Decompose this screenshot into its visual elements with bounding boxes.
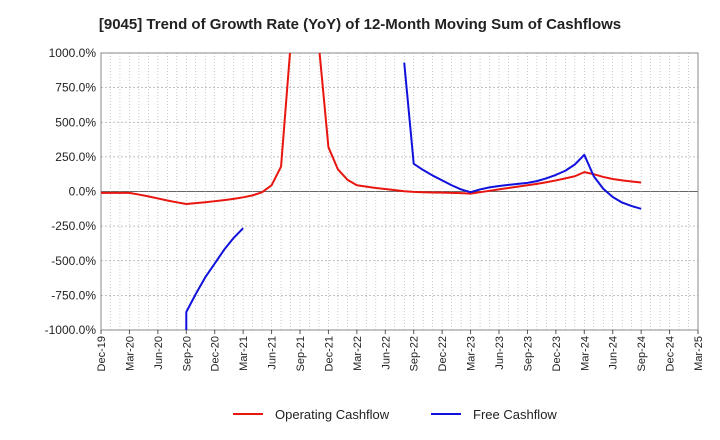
x-tick-label: Dec-19 [96,336,108,371]
plot-frame [100,52,699,331]
legend-label-0: Operating Cashflow [275,407,390,422]
x-tick-label: Mar-24 [579,336,591,371]
x-tick-label: Sep-21 [295,336,307,371]
x-tick-label: Mar-23 [466,336,478,371]
y-axis: 1000.0% 750.0% 500.0% 250.0% 0.0% -250.0% -500… [45,46,97,337]
y-tick-label: 0.0% [69,185,97,199]
x-tick-label: Jun-20 [153,336,165,370]
x-axis: Dec-19 Mar-20 Jun-20 Sep-20 Dec-20 Mar-21 Jun-… [96,330,705,371]
x-tick-label: Jun-23 [494,336,506,370]
y-tick-label: 1000.0% [49,46,97,60]
chart-title: [9045] Trend of Growth Rate (YoY) of 12-… [99,16,621,33]
x-tick-label: Dec-20 [210,336,222,371]
y-tick-label: 750.0% [55,81,96,95]
series-line-1 [403,62,642,210]
x-tick-label: Dec-24 [665,336,677,371]
x-tick-label: Sep-20 [181,336,193,371]
series-line-0 [101,53,291,205]
x-tick-label: Sep-22 [409,336,421,371]
y-tick-label: -1000.0% [45,323,97,337]
y-tick-label: 500.0% [55,115,96,129]
x-tick-label: Mar-22 [352,336,364,371]
x-tick-label: Mar-21 [238,336,250,371]
x-tick-label: Sep-24 [636,336,648,371]
y-tick-label: -750.0% [51,288,96,302]
x-tick-label: Jun-22 [380,336,392,370]
series-line-0 [318,53,642,195]
x-tick-label: Mar-20 [124,336,136,371]
series-line-1 [185,227,244,330]
x-tick-label: Dec-23 [551,336,563,371]
x-tick-label: Mar-25 [693,336,705,371]
y-tick-label: -500.0% [51,254,96,268]
y-tick-label: 250.0% [55,150,96,164]
legend-label-1: Free Cashflow [473,407,557,422]
x-tick-label: Dec-21 [323,336,335,371]
legend: Operating Cashflow Free Cashflow [233,407,557,422]
x-tick-label: Jun-24 [608,336,620,370]
series-lines [101,53,642,330]
y-tick-label: -250.0% [51,219,96,233]
x-tick-label: Sep-23 [522,336,534,371]
x-tick-label: Dec-22 [437,336,449,371]
x-tick-label: Jun-21 [267,336,279,370]
